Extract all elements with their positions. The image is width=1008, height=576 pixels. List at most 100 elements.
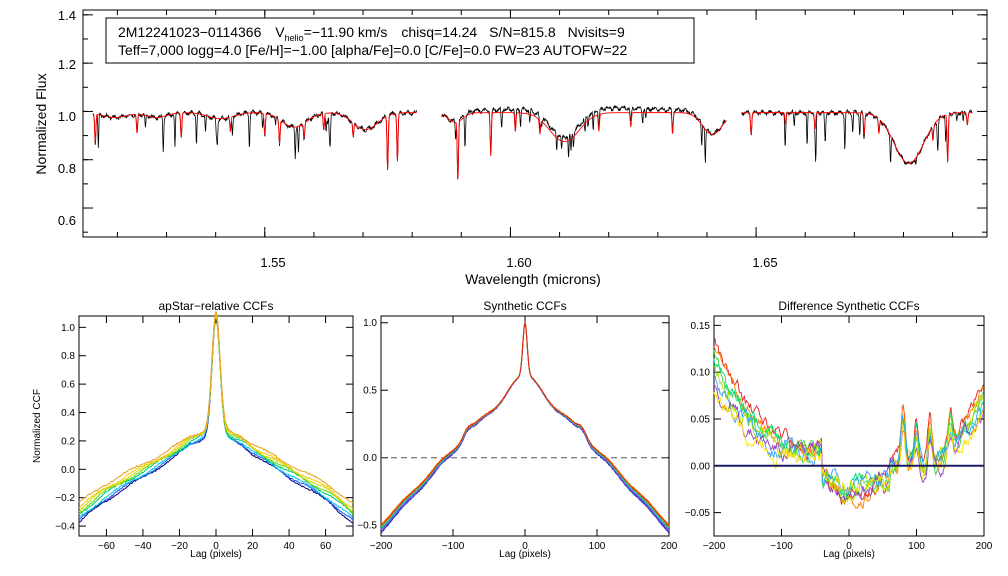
spectrum-panel: 0.6 0.8 1.0 1.2 1.4 1.55 1.60 1.65 Wavel… [33, 8, 988, 287]
spectrum-observed-line [92, 109, 418, 171]
annotation-vhelio-sub: helio [285, 33, 304, 43]
spectrum-ylabel: Normalized Flux [33, 73, 49, 174]
ccf-apstar-xlabel: Lag (pixels) [190, 549, 242, 560]
ytick-label: −0.4 [55, 522, 75, 533]
ccf-apstar-line [78, 314, 354, 521]
spectrum-observed-line [740, 108, 973, 166]
ccf-synthetic-frame [380, 315, 670, 537]
spectrum-xtick-label: 1.65 [752, 255, 777, 270]
ytick-label: 0.00 [691, 461, 711, 472]
annotation-chisq: chisq=14.24 [401, 24, 477, 40]
xtick-label: 40 [284, 541, 296, 552]
xtick-label: 200 [661, 541, 678, 552]
ytick-label: 0.8 [61, 351, 75, 362]
ytick-label: 1.0 [363, 318, 377, 329]
annotation-vhelio: V [275, 24, 285, 40]
spectrum-model-line [441, 112, 727, 179]
ytick-label: −0.2 [55, 493, 75, 504]
ytick-label: 0.5 [363, 386, 377, 397]
ccf-difference-title: Difference Synthetic CCFs [778, 299, 919, 313]
xtick-label: 0 [213, 541, 219, 552]
spectrum-annotation: 2M12241023−0114366 Vhelio=−11.90 km/s ch… [105, 17, 695, 64]
xtick-label: 20 [247, 541, 259, 552]
ytick-label: 0.10 [691, 368, 711, 379]
annotation-sn: S/N=815.8 [489, 24, 556, 40]
annotation-nvisits: Nvisits=9 [568, 24, 625, 40]
xtick-label: −20 [171, 541, 188, 552]
spectrum-curves [92, 104, 973, 180]
spectrum-ytick-label: 0.8 [58, 161, 76, 176]
ccf-synthetic-title: Synthetic CCFs [483, 299, 566, 313]
ccf-synthetic-line [380, 321, 670, 525]
ccf-apstar-curves [78, 310, 354, 524]
spectrum-observed-line [441, 104, 727, 180]
spectrum-model-line [741, 112, 973, 164]
ccf-synthetic-line [380, 322, 670, 531]
ccf-apstar-tick-labels: −60 −40 −20 0 20 40 60 −0.4 −0.2 0.0 0.2 0.4 0.6 0.8 1… [55, 323, 331, 552]
annotation-vhelio-value: =−11.90 km/s [304, 24, 388, 40]
ccf-apstar-panel: apStar−relative CCFs −60 −40 −20 0 20 40 60 −0.… [32, 299, 354, 560]
ccf-difference-curves [713, 337, 984, 509]
ytick-label: 0.4 [61, 408, 75, 419]
xtick-label: 200 [976, 541, 993, 552]
ccf-difference-frame [713, 315, 985, 537]
xtick-label: 60 [320, 541, 332, 552]
ccf-difference-xlabel: Lag (pixels) [823, 549, 875, 560]
ccf-difference-line [713, 364, 984, 503]
ccf-apstar-frame [78, 315, 354, 537]
ccf-synthetic-curves [380, 321, 670, 534]
spectrum-ytick-label: 1.4 [58, 8, 76, 23]
xtick-label: −40 [134, 541, 151, 552]
annotation-line-1: 2M12241023−0114366 Vhelio=−11.90 km/s ch… [118, 24, 625, 43]
ccf-synthetic-line [380, 322, 670, 528]
ccf-apstar-line [78, 312, 354, 510]
ccf-apstar-axis-ticks [79, 316, 353, 536]
ccf-synthetic-line [380, 322, 670, 527]
spectrum-plot-frame [82, 9, 988, 238]
xtick-label: 100 [908, 541, 925, 552]
xtick-label: −200 [370, 541, 393, 552]
ytick-label: 0.2 [61, 436, 75, 447]
ccf-apstar-line [78, 315, 354, 518]
ccf-synthetic-axis-ticks [380, 316, 670, 536]
spectrum-xtick-label: 1.60 [506, 255, 531, 270]
ccf-apstar-line [78, 316, 354, 524]
ccf-apstar-line [78, 314, 354, 513]
ytick-label: −0.05 [685, 508, 711, 519]
ytick-label: 0.6 [61, 380, 75, 391]
xtick-label: −200 [703, 541, 726, 552]
spectrum-xtick-label: 1.55 [260, 255, 285, 270]
ytick-label: 0.05 [691, 414, 711, 425]
spectrum-ytick-label: 0.6 [58, 213, 76, 228]
ytick-label: −0.5 [357, 521, 377, 532]
spectrum-xlabel: Wavelength (microns) [465, 271, 601, 287]
ccf-difference-panel: Difference Synthetic CCFs −200 −100 0 100 20… [685, 299, 993, 560]
annotation-line-2: Teff=7,000 logg=4.0 [Fe/H]=−1.00 [alpha/… [118, 42, 627, 58]
ytick-label: 0.0 [61, 465, 75, 476]
ytick-label: 0.15 [691, 321, 711, 332]
spectrum-ytick-label: 1.2 [58, 57, 76, 72]
xtick-label: 0 [522, 541, 528, 552]
xtick-label: 100 [589, 541, 606, 552]
ccf-apstar-title: apStar−relative CCFs [158, 299, 273, 313]
ccf-apstar-ylabel: Normalized CCF [32, 389, 43, 463]
xtick-label: 0 [846, 541, 852, 552]
ccf-synthetic-line [380, 321, 670, 527]
ccf-apstar-line [78, 310, 354, 504]
ccf-difference-line [713, 392, 984, 495]
xtick-label: −100 [770, 541, 793, 552]
ccf-difference-axis-ticks [713, 316, 985, 536]
annotation-box [105, 17, 695, 64]
ccf-synthetic-tick-labels: −200 −100 0 100 200 −0.5 0.0 0.5 1.0 [357, 318, 678, 552]
spectrum-ytick-label: 1.0 [58, 109, 76, 124]
ccf-synthetic-panel: Synthetic CCFs −200 −100 0 100 200 −0.5 0.0 0.5… [357, 299, 678, 560]
ytick-label: 1.0 [61, 323, 75, 334]
xtick-label: −100 [442, 541, 465, 552]
ccf-synthetic-line [380, 322, 670, 530]
ccf-synthetic-xlabel: Lag (pixels) [499, 549, 551, 560]
spectrum-model-line [92, 112, 417, 170]
ccf-apstar-line [78, 315, 354, 514]
annotation-star-id: 2M12241023−0114366 [118, 24, 262, 40]
ccf-difference-line [713, 375, 984, 495]
